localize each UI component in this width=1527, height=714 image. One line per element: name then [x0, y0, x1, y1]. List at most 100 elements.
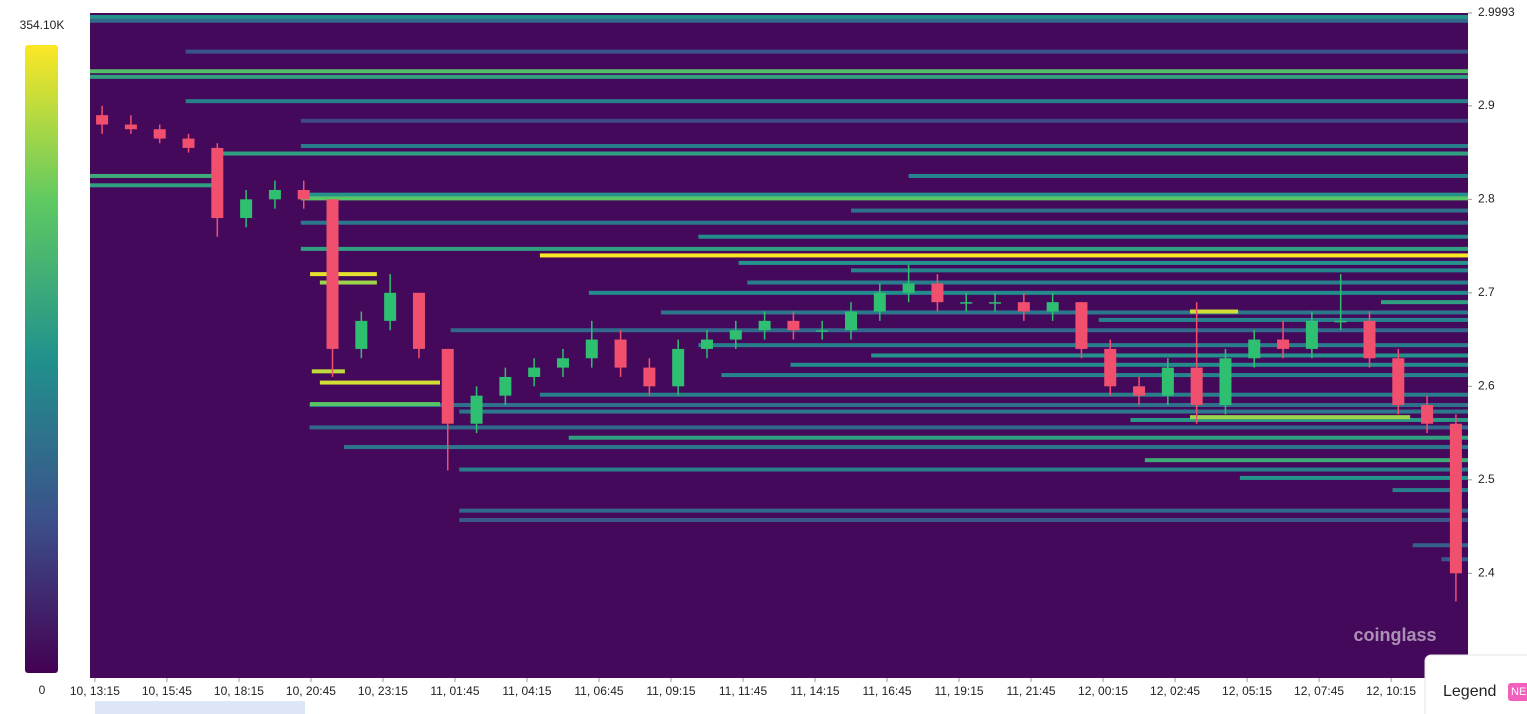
x-tick-label: 11, 04:15	[502, 684, 551, 698]
candle-body	[614, 339, 627, 368]
candle-body	[758, 320, 771, 331]
liquidation-band	[300, 246, 1468, 251]
liquidation-band	[1130, 417, 1468, 422]
colorbar-max-label: 354.10K	[20, 18, 65, 32]
liquidation-band	[1098, 317, 1468, 322]
x-tick-label: 12, 10:15	[1366, 684, 1416, 698]
candle-body	[240, 199, 253, 219]
x-tick-label: 10, 20:45	[286, 684, 336, 698]
overview-strip	[95, 701, 305, 714]
candle-body	[499, 376, 512, 396]
liquidation-band	[310, 402, 440, 407]
liquidation-band	[908, 173, 1468, 178]
x-tick-label: 11, 09:15	[646, 684, 695, 698]
liquidation-band	[90, 15, 1468, 20]
candle-body	[556, 358, 569, 368]
y-tick-label: 2.9993	[1478, 5, 1515, 19]
liquidation-band	[300, 220, 1468, 225]
y-tick-label: 2.7	[1478, 285, 1495, 299]
candle-body	[845, 311, 858, 331]
candle-body	[643, 367, 656, 387]
candle-body	[1421, 405, 1434, 424]
x-tick-label: 12, 05:15	[1222, 684, 1272, 698]
liquidation-band	[300, 196, 1468, 201]
candle-body	[1190, 367, 1203, 406]
candle-body	[211, 147, 224, 219]
candle-body	[326, 199, 339, 349]
liquidation-band	[319, 280, 377, 285]
candle-body	[1161, 367, 1174, 396]
candle-body	[1248, 339, 1261, 359]
x-tick-label: 10, 23:15	[358, 684, 408, 698]
liquidation-band	[459, 518, 1468, 523]
liquidation-band	[300, 118, 1468, 123]
liquidation-band	[212, 151, 1468, 156]
liquidation-band	[450, 328, 1468, 333]
liquidation-band	[90, 183, 213, 188]
liquidation-band	[588, 290, 1468, 295]
candle-body	[1046, 302, 1059, 312]
x-tick-label: 10, 15:45	[142, 684, 192, 698]
liquidation-band	[1239, 475, 1468, 480]
y-tick-label: 2.8	[1478, 191, 1495, 205]
liquidation-band	[539, 253, 1468, 258]
candle-body	[1017, 302, 1030, 312]
candle-body	[960, 302, 973, 304]
candle-body	[873, 292, 886, 312]
liquidation-band	[90, 69, 1468, 74]
candle-body	[1334, 320, 1347, 323]
x-tick-label: 11, 16:45	[862, 684, 911, 698]
candle-body	[1277, 339, 1290, 349]
liquidation-band	[851, 268, 1468, 273]
candle-body	[1305, 320, 1318, 349]
candle-body	[1104, 348, 1117, 387]
liquidation-band	[1144, 458, 1468, 463]
candle-body	[1133, 386, 1146, 396]
candle-body	[1219, 358, 1232, 406]
candle-body	[470, 395, 483, 424]
liquidation-band	[1412, 543, 1468, 548]
liquidation-band	[698, 234, 1468, 239]
liquidation-band	[300, 192, 1468, 197]
liquidation-band	[319, 380, 440, 385]
x-tick-label: 12, 02:45	[1150, 684, 1200, 698]
y-tick-label: 2.5	[1478, 472, 1495, 486]
x-tick-label: 12, 00:15	[1078, 684, 1128, 698]
candle-body	[441, 348, 454, 424]
liquidation-band	[311, 369, 345, 374]
colorbar	[25, 45, 58, 673]
y-tick-label: 2.6	[1478, 378, 1495, 392]
x-tick-label: 12, 07:45	[1294, 684, 1344, 698]
liquidation-band	[185, 99, 1469, 104]
liquidation-band	[344, 445, 1469, 450]
candle-body	[153, 129, 166, 139]
x-tick-label: 10, 13:15	[70, 684, 120, 698]
liquidation-band	[185, 49, 1469, 54]
candle-body	[700, 339, 713, 349]
candle-body	[902, 283, 915, 293]
x-tick-label: 11, 19:15	[934, 684, 983, 698]
liquidation-band	[459, 508, 1468, 513]
liquidation-band	[309, 403, 1468, 408]
liquidation-band	[309, 425, 1468, 430]
liquidation-band	[568, 435, 1468, 440]
candle-body	[931, 283, 944, 303]
candle-body	[585, 339, 598, 359]
colorbar-min-label: 0	[39, 683, 46, 697]
candle-body	[729, 330, 742, 340]
liquidation-band	[747, 280, 1468, 285]
liquidation-band	[90, 18, 1468, 23]
candle-body	[816, 330, 829, 332]
liquidation-band	[90, 173, 213, 178]
candle-body	[96, 115, 109, 125]
liquidation-band	[871, 353, 1468, 358]
liquidation-band	[851, 208, 1468, 213]
legend-button[interactable]	[1424, 654, 1527, 714]
candle-body	[182, 138, 195, 148]
badge-text: NE	[1511, 686, 1526, 698]
x-tick-label: 11, 01:45	[430, 684, 479, 698]
legend-label[interactable]: Legend	[1443, 683, 1496, 700]
x-tick-label: 11, 14:15	[790, 684, 839, 698]
x-tick-label: 11, 21:45	[1006, 684, 1055, 698]
